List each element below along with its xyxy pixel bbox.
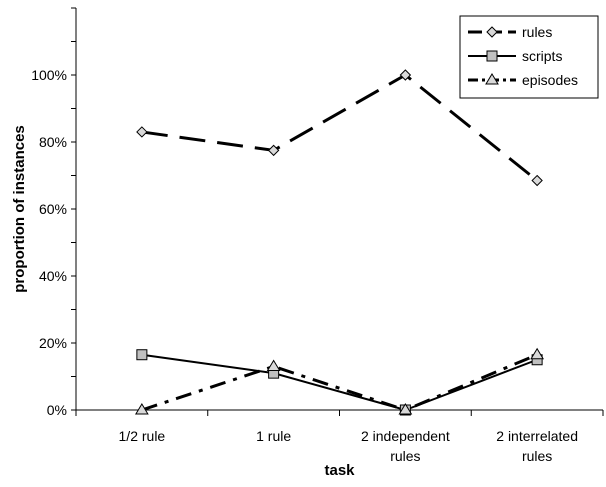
series-layer	[134, 69, 545, 416]
legend-label: episodes	[522, 72, 578, 88]
series-line-rules	[141, 73, 539, 182]
y-axis-title: proportion of instances	[11, 125, 28, 293]
data-point-episodes	[398, 403, 413, 415]
data-point-episodes	[134, 403, 149, 415]
x-tick-label-line: 1 rule	[256, 428, 291, 444]
x-tick-label: 2 interrelated rules	[496, 428, 578, 464]
legend-label: scripts	[522, 48, 562, 64]
x-tick-label-line: 2 interrelated	[496, 428, 578, 444]
data-point-rules	[531, 174, 543, 187]
series-scripts	[136, 349, 543, 416]
legend-marker-episodes	[485, 73, 499, 85]
legend-marker-rules	[486, 26, 498, 38]
x-tick-label-line: rules	[522, 448, 552, 464]
legend-item-scripts: scripts	[468, 48, 562, 64]
y-tick-label: 40%	[39, 268, 67, 284]
data-point-episodes	[530, 347, 545, 360]
series-episodes	[134, 347, 545, 415]
series-line-episodes	[141, 353, 538, 412]
y-tick-label: 60%	[39, 201, 67, 217]
x-tick-label-line: 1/2 rule	[119, 428, 166, 444]
y-tick-label: 0%	[47, 402, 67, 418]
data-point-scripts	[136, 349, 148, 361]
data-point-rules	[267, 144, 280, 157]
series-line-scripts	[141, 353, 538, 412]
legend-item-episodes: episodes	[468, 72, 578, 88]
y-tick-label: 20%	[39, 335, 67, 351]
legend-label: rules	[522, 24, 552, 40]
y-tick-label: 100%	[31, 67, 67, 83]
x-tick-label-line: rules	[390, 448, 420, 464]
y-ticks: 0% 20% 40% 60% 80% 100%	[31, 7, 76, 418]
legend-item-rules: rules	[468, 24, 552, 40]
data-point-rules	[399, 69, 412, 81]
legend-marker-scripts	[486, 50, 498, 62]
x-axis-title: task	[324, 462, 355, 479]
x-tick-label: 2 independent rules	[361, 428, 450, 464]
x-tick-label-line: 2 independent	[361, 428, 450, 444]
y-tick-label: 80%	[39, 134, 67, 150]
x-tick-label: 1/2 rule	[119, 428, 166, 444]
legend: rules scripts episodes	[459, 15, 599, 99]
data-point-rules	[136, 126, 148, 138]
series-rules	[136, 69, 543, 187]
x-tick-label: 1 rule	[256, 428, 291, 444]
data-point-episodes	[266, 359, 281, 371]
